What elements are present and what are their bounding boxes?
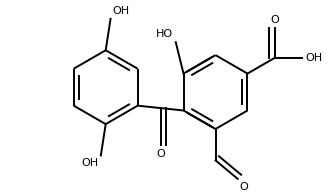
Text: OH: OH — [305, 53, 322, 63]
Text: OH: OH — [82, 158, 99, 168]
Text: HO: HO — [156, 29, 173, 39]
Text: OH: OH — [113, 6, 130, 16]
Text: O: O — [240, 182, 248, 192]
Text: O: O — [156, 149, 165, 159]
Text: O: O — [270, 16, 279, 25]
